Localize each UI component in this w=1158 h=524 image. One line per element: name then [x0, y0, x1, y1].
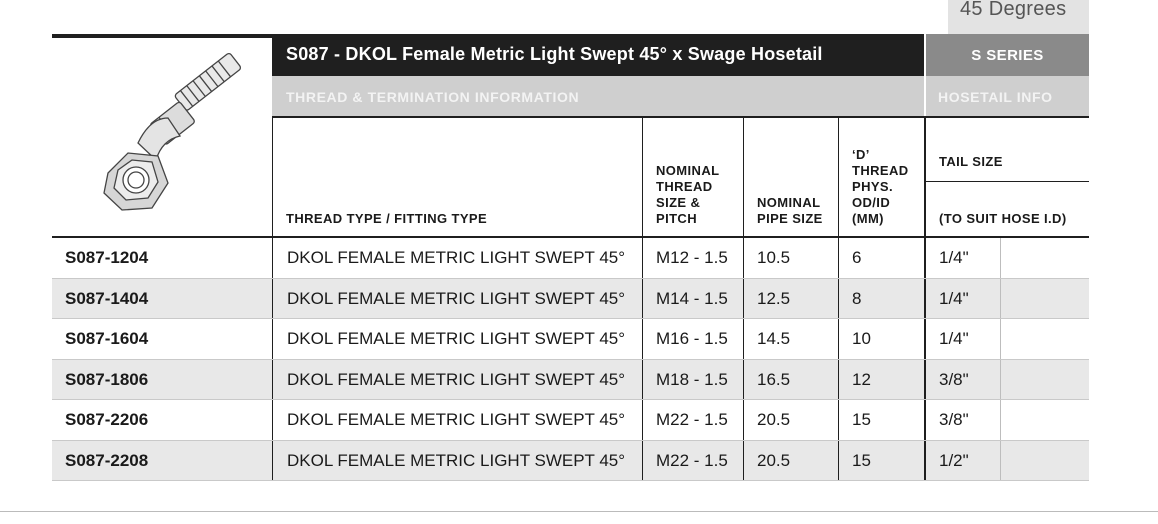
tail-size: 1/4"	[924, 278, 1000, 318]
table-row: S087-1204 DKOL FEMALE METRIC LIGHT SWEPT…	[52, 238, 1089, 279]
column-header-tail-size: TAIL SIZE (TO SUIT HOSE I.D)	[924, 116, 1089, 237]
section-header-left: THREAD & TERMINATION INFORMATION	[272, 76, 924, 116]
d-thread: 12	[838, 359, 924, 399]
category-tab-label: 45 Degrees	[960, 0, 1067, 20]
thread-size: M22 - 1.5	[642, 400, 743, 440]
pipe-size: 12.5	[743, 278, 838, 318]
thread-size: M16 - 1.5	[642, 319, 743, 359]
tail-size-label: TAIL SIZE	[939, 154, 1003, 169]
tail-size: 3/8"	[924, 359, 1000, 399]
thread-size: M18 - 1.5	[642, 359, 743, 399]
d-thread: 6	[838, 238, 924, 278]
table-row: S087-1404 DKOL FEMALE METRIC LIGHT SWEPT…	[52, 278, 1089, 319]
column-header-nominal-thread: NOMINAL THREAD SIZE & PITCH	[642, 116, 743, 237]
part-number: S087-2206	[65, 410, 149, 429]
fitting-illustration-icon	[103, 52, 242, 211]
d-thread: 10	[838, 319, 924, 359]
section-header-right: HOSETAIL INFO	[924, 76, 1089, 116]
column-header-nominal-pipe: NOMINAL PIPE SIZE	[743, 116, 838, 237]
fitting-type: DKOL FEMALE METRIC LIGHT SWEPT 45°	[272, 238, 642, 278]
table-row: S087-2208 DKOL FEMALE METRIC LIGHT SWEPT…	[52, 440, 1089, 481]
empty-cell	[1000, 359, 1089, 399]
product-title-bar: S087 - DKOL Female Metric Light Swept 45…	[272, 34, 924, 76]
tail-size-sublabel: (TO SUIT HOSE I.D)	[939, 211, 1067, 226]
tail-size: 3/8"	[924, 400, 1000, 440]
pipe-size: 20.5	[743, 440, 838, 480]
fitting-type: DKOL FEMALE METRIC LIGHT SWEPT 45°	[272, 278, 642, 318]
d-thread: 8	[838, 278, 924, 318]
tail-size: 1/4"	[924, 319, 1000, 359]
empty-cell	[1000, 278, 1089, 318]
tail-size: 1/2"	[924, 440, 1000, 480]
section-left-label: THREAD & TERMINATION INFORMATION	[286, 89, 580, 105]
pipe-size: 16.5	[743, 359, 838, 399]
fitting-type: DKOL FEMALE METRIC LIGHT SWEPT 45°	[272, 359, 642, 399]
empty-cell	[1000, 440, 1089, 480]
d-thread: 15	[838, 400, 924, 440]
part-number: S087-1806	[65, 369, 149, 389]
part-number: S087-2208	[65, 450, 149, 470]
table-row: S087-2206 DKOL FEMALE METRIC LIGHT SWEPT…	[52, 400, 1089, 441]
column-header-thread-type: THREAD TYPE / FITTING TYPE	[272, 116, 642, 237]
thread-size: M12 - 1.5	[642, 238, 743, 278]
category-tab[interactable]: 45 Degrees	[948, 0, 1089, 34]
empty-cell	[1000, 400, 1089, 440]
series-badge: S SERIES	[924, 34, 1089, 76]
pipe-size: 10.5	[743, 238, 838, 278]
product-image-cell	[52, 34, 272, 237]
thread-size: M22 - 1.5	[642, 440, 743, 480]
empty-cell	[1000, 238, 1089, 278]
fitting-type: DKOL FEMALE METRIC LIGHT SWEPT 45°	[272, 440, 642, 480]
section-right-label: HOSETAIL INFO	[938, 89, 1053, 105]
part-number: S087-1404	[65, 288, 149, 308]
d-thread: 15	[838, 440, 924, 480]
pipe-size: 14.5	[743, 319, 838, 359]
pipe-size: 20.5	[743, 400, 838, 440]
tail-size: 1/4"	[924, 238, 1000, 278]
product-title: S087 - DKOL Female Metric Light Swept 45…	[286, 44, 823, 64]
table-row: S087-1806 DKOL FEMALE METRIC LIGHT SWEPT…	[52, 359, 1089, 400]
column-header-d-thread: ‘D’ THREAD PHYS. OD/ID (MM)	[838, 116, 924, 237]
fitting-type: DKOL FEMALE METRIC LIGHT SWEPT 45°	[272, 319, 642, 359]
part-number: S087-1604	[65, 329, 149, 348]
empty-cell	[1000, 319, 1089, 359]
page-divider	[0, 511, 1158, 512]
table-row: S087-1604 DKOL FEMALE METRIC LIGHT SWEPT…	[52, 319, 1089, 360]
part-number: S087-1204	[65, 248, 149, 267]
thread-size: M14 - 1.5	[642, 278, 743, 318]
series-label: S SERIES	[971, 47, 1044, 64]
fitting-type: DKOL FEMALE METRIC LIGHT SWEPT 45°	[272, 400, 642, 440]
